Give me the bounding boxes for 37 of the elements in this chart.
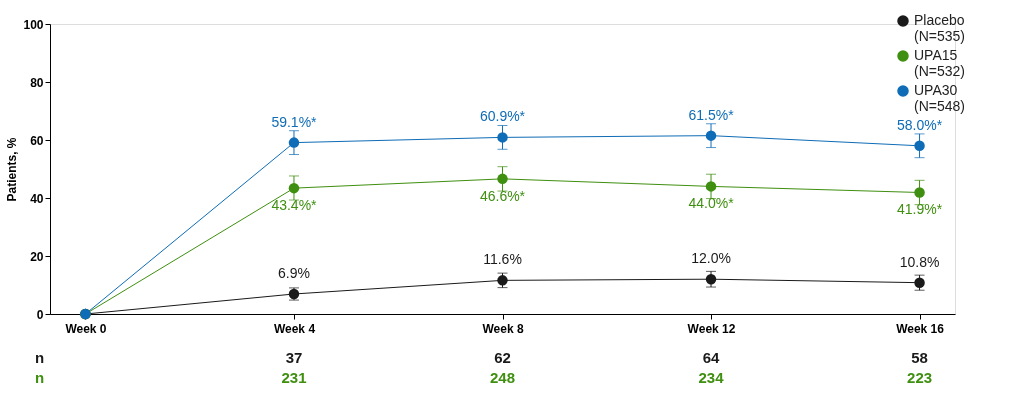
text: n [35,349,45,366]
y-tick-label: 40 [30,191,44,206]
text: 58 [911,349,928,366]
text: 62 [494,349,511,366]
text: n [35,369,45,386]
x-tick-label: Week 4 [273,321,316,336]
data-label: 12.0% [691,250,731,267]
data-label: 60.9%* [479,108,526,125]
text: 223 [907,369,933,386]
x-tick-label: Week 8 [482,321,524,336]
data-label: 6.9% [278,264,310,281]
legend-label: UPA15 (N=532) [914,47,965,79]
text: 64 [702,349,721,366]
text: 231 [281,369,307,386]
y-tick-label: 100 [23,17,44,32]
data-label: 61.5%* [688,106,735,123]
data-label: 43.4%* [271,197,318,214]
text: 248 [489,369,516,386]
legend-label: UPA30 (N=548) [914,82,965,114]
data-label: 58.0%* [896,116,943,133]
x-tick-label: Week 0 [65,321,107,336]
y-tick-label: 20 [30,249,44,264]
data-label: 46.6%* [479,187,526,204]
data-label: 41.9%* [896,201,943,218]
data-label: 10.8% [899,253,940,270]
y-tick-label: 0 [36,307,44,322]
data-label: 11.6% [483,251,522,268]
x-tick-label: Week 12 [687,321,736,336]
text: 37 [285,349,303,366]
text: 234 [698,369,725,386]
data-label: 59.1%* [271,113,318,130]
x-tick-label: Week 16 [896,321,945,336]
legend-label: Placebo (N=535) [914,12,965,44]
data-label: 44.0%* [688,195,735,212]
y-axis-title: Patients, % [5,137,20,202]
y-tick-label: 80 [30,75,44,90]
y-tick-label: 60 [30,133,44,148]
